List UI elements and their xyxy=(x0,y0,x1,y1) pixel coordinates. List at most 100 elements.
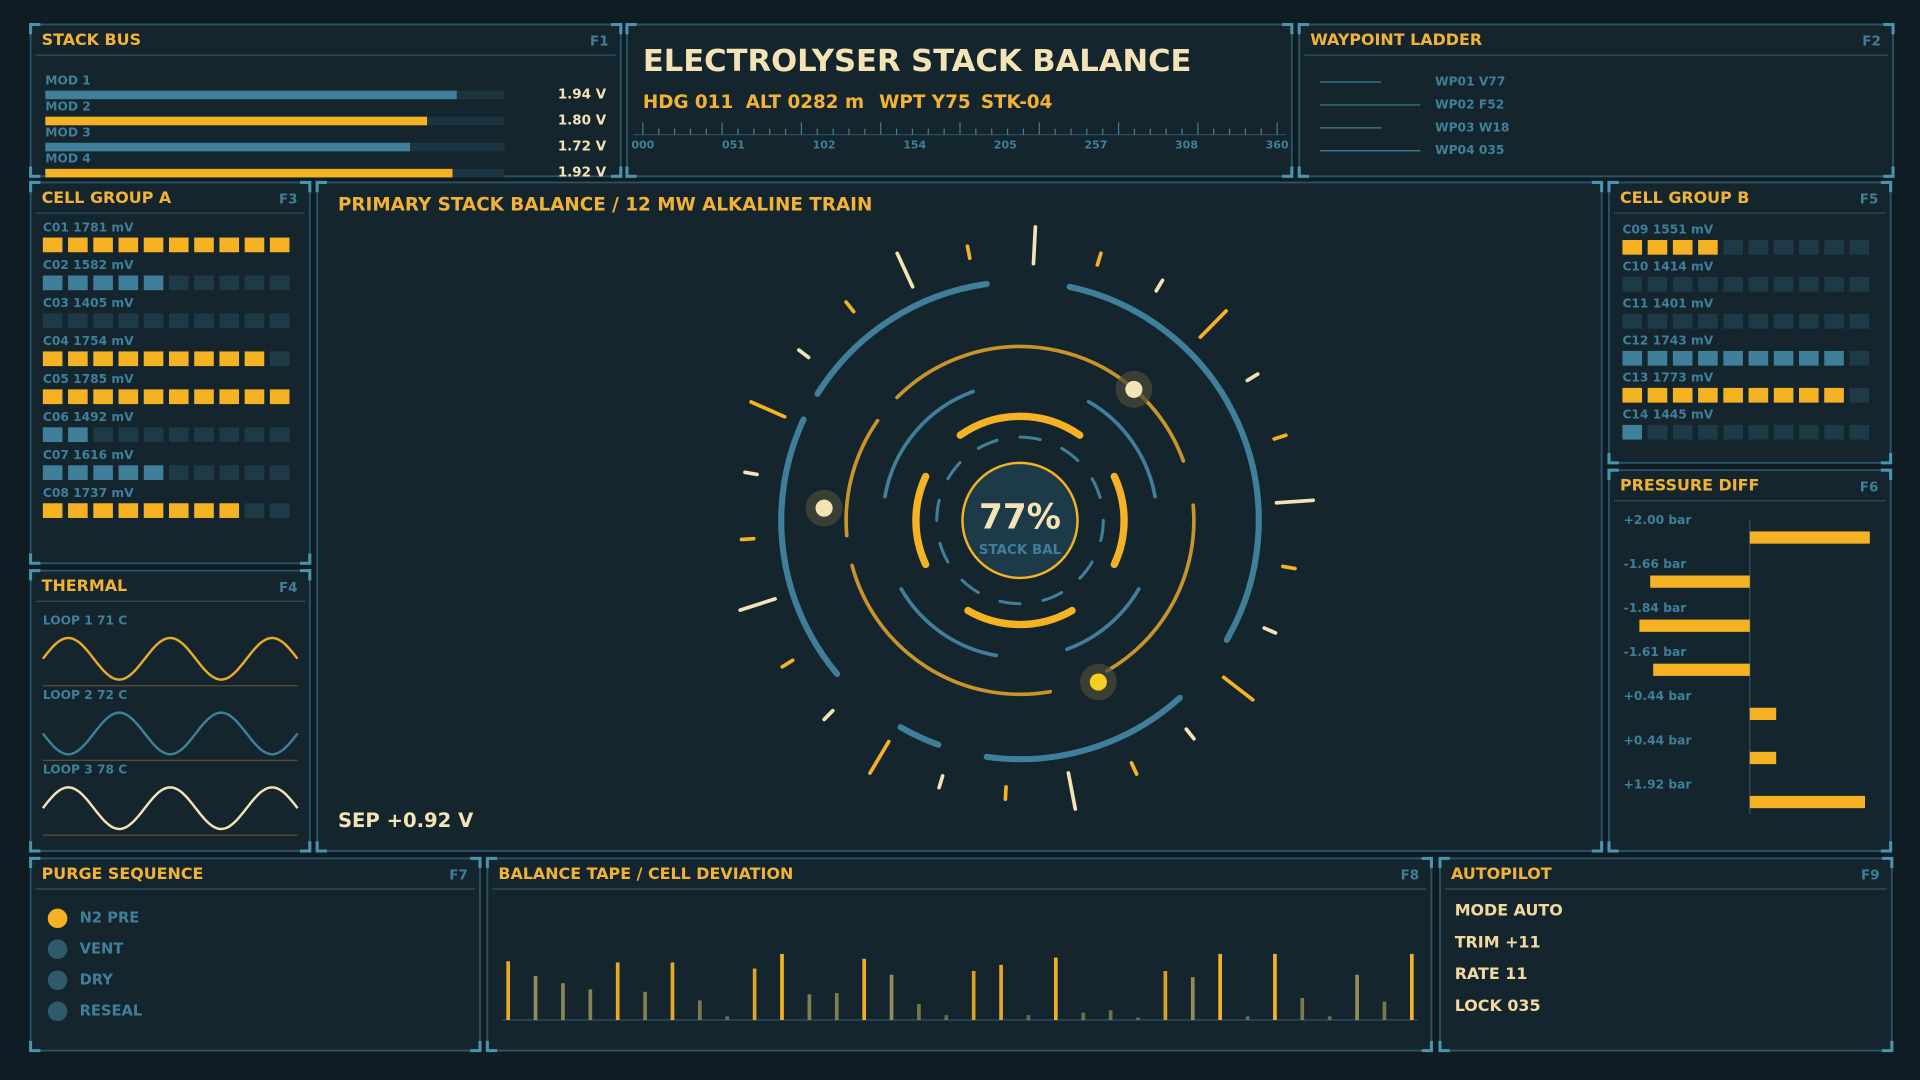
cell-segment-on xyxy=(1824,350,1844,366)
cell-segment-on xyxy=(219,503,240,518)
gauge-arc xyxy=(844,418,880,538)
panel-title: PRESSURE DIFF xyxy=(1620,476,1759,495)
panel-key: F5 xyxy=(1860,193,1879,208)
cell-segment xyxy=(1773,276,1794,292)
tape-bar xyxy=(807,994,812,1020)
tape-bar xyxy=(780,953,784,1020)
panel-corner xyxy=(625,166,637,178)
cell-segment-on xyxy=(168,237,189,253)
cell-segment-on xyxy=(68,389,88,405)
cell-segment xyxy=(1698,313,1718,329)
thermal-wave xyxy=(41,786,299,831)
scale-label: 257 xyxy=(1084,139,1107,152)
cell-segment xyxy=(1622,276,1643,292)
gauge-arc xyxy=(814,280,990,397)
cell-segment xyxy=(1723,424,1743,440)
cell-segment xyxy=(1773,240,1794,255)
gauge-arc xyxy=(935,498,941,522)
tape-bar xyxy=(999,964,1003,1020)
pressure-label: +1.92 bar xyxy=(1624,777,1692,791)
tape-bar xyxy=(643,991,647,1020)
cell-segment-on xyxy=(1647,387,1668,403)
cell-segment xyxy=(168,313,189,329)
cell-segment-on xyxy=(194,503,214,518)
cell-label: C02 1582 mV xyxy=(43,258,134,272)
bar xyxy=(45,116,428,126)
cell-segment xyxy=(219,275,240,291)
panel-corner xyxy=(1591,841,1604,853)
panel-corner xyxy=(29,166,41,178)
scale-label: 051 xyxy=(722,139,745,152)
cell-segment-on xyxy=(68,465,88,480)
cell-segment-on xyxy=(1698,350,1718,366)
cell-segment-on xyxy=(1622,387,1643,403)
panel-corner xyxy=(1883,22,1895,35)
cell-segment-on xyxy=(194,389,214,405)
cell-label: C04 1754 mV xyxy=(43,334,134,348)
cell-segment xyxy=(1824,276,1844,292)
cell-segment-on xyxy=(1647,350,1668,366)
cell-segment-on xyxy=(168,389,189,405)
cell-segment xyxy=(244,427,265,443)
cell-segment-on xyxy=(68,427,88,443)
pressure-label: -1.61 bar xyxy=(1624,645,1687,659)
scale-label: 308 xyxy=(1175,139,1198,152)
cell-segment-on xyxy=(93,465,113,480)
tape-bar xyxy=(1355,974,1359,1020)
panel-corner xyxy=(1297,22,1309,35)
tape-bar xyxy=(615,962,620,1020)
pressure-bar xyxy=(1749,707,1777,720)
panel-corner xyxy=(611,22,623,35)
panel-corner xyxy=(470,1040,482,1053)
gauge-spike xyxy=(1281,564,1297,571)
panel-key: F6 xyxy=(1860,480,1879,495)
value-label: 1.80 V xyxy=(558,113,607,128)
cell-segment xyxy=(1824,424,1844,440)
cell-segment xyxy=(244,465,265,480)
cell-segment-on xyxy=(1672,240,1693,255)
panel-key: F2 xyxy=(1862,35,1881,50)
gauge-arc xyxy=(1065,587,1141,652)
panel-frame xyxy=(486,857,1433,1052)
row-label: MOD 3 xyxy=(45,125,91,139)
panel-corner xyxy=(485,1040,498,1053)
tape-bar xyxy=(917,1004,921,1020)
panel-corner xyxy=(1882,856,1894,869)
panel-corner xyxy=(1282,166,1294,178)
cell-segment-on xyxy=(269,389,290,405)
panel-title: WAYPOINT LADDER xyxy=(1310,30,1482,49)
step-dot xyxy=(47,1001,68,1022)
gauge-arc xyxy=(1060,446,1080,463)
cell-segment-on xyxy=(42,237,63,253)
gauge-arc xyxy=(899,587,999,658)
gauge-arc xyxy=(897,724,942,748)
pressure-bar xyxy=(1749,751,1777,765)
cell-segment xyxy=(1849,350,1870,366)
panel-corner xyxy=(1880,841,1893,853)
cell-segment-on xyxy=(244,237,265,253)
cell-label: C11 1401 mV xyxy=(1622,297,1713,311)
cell-segment-on xyxy=(42,503,63,518)
gauge-spike xyxy=(797,348,811,360)
tape-bar xyxy=(1300,997,1305,1020)
cell-segment-on xyxy=(1622,350,1643,366)
cell-segment-on xyxy=(118,389,139,405)
step-dot xyxy=(47,939,68,960)
cell-segment xyxy=(1849,387,1870,403)
cell-segment-on xyxy=(1647,240,1668,255)
cell-segment-on xyxy=(143,351,164,367)
step-label: RESEAL xyxy=(80,1002,143,1019)
cell-segment xyxy=(1698,424,1718,440)
panel-title: BALANCE TAPE / CELL DEVIATION xyxy=(498,864,793,883)
cell-segment-on xyxy=(118,275,139,291)
cell-segment-on xyxy=(269,237,290,253)
gauge-arc xyxy=(956,412,1084,439)
cell-segment-on xyxy=(1773,387,1794,403)
panel-frame xyxy=(626,23,1293,178)
panel-corner xyxy=(1421,856,1433,869)
panel-key: F1 xyxy=(590,35,609,50)
tape-bar xyxy=(862,958,866,1020)
pressure-bar xyxy=(1639,619,1750,632)
gauge xyxy=(738,225,1316,811)
